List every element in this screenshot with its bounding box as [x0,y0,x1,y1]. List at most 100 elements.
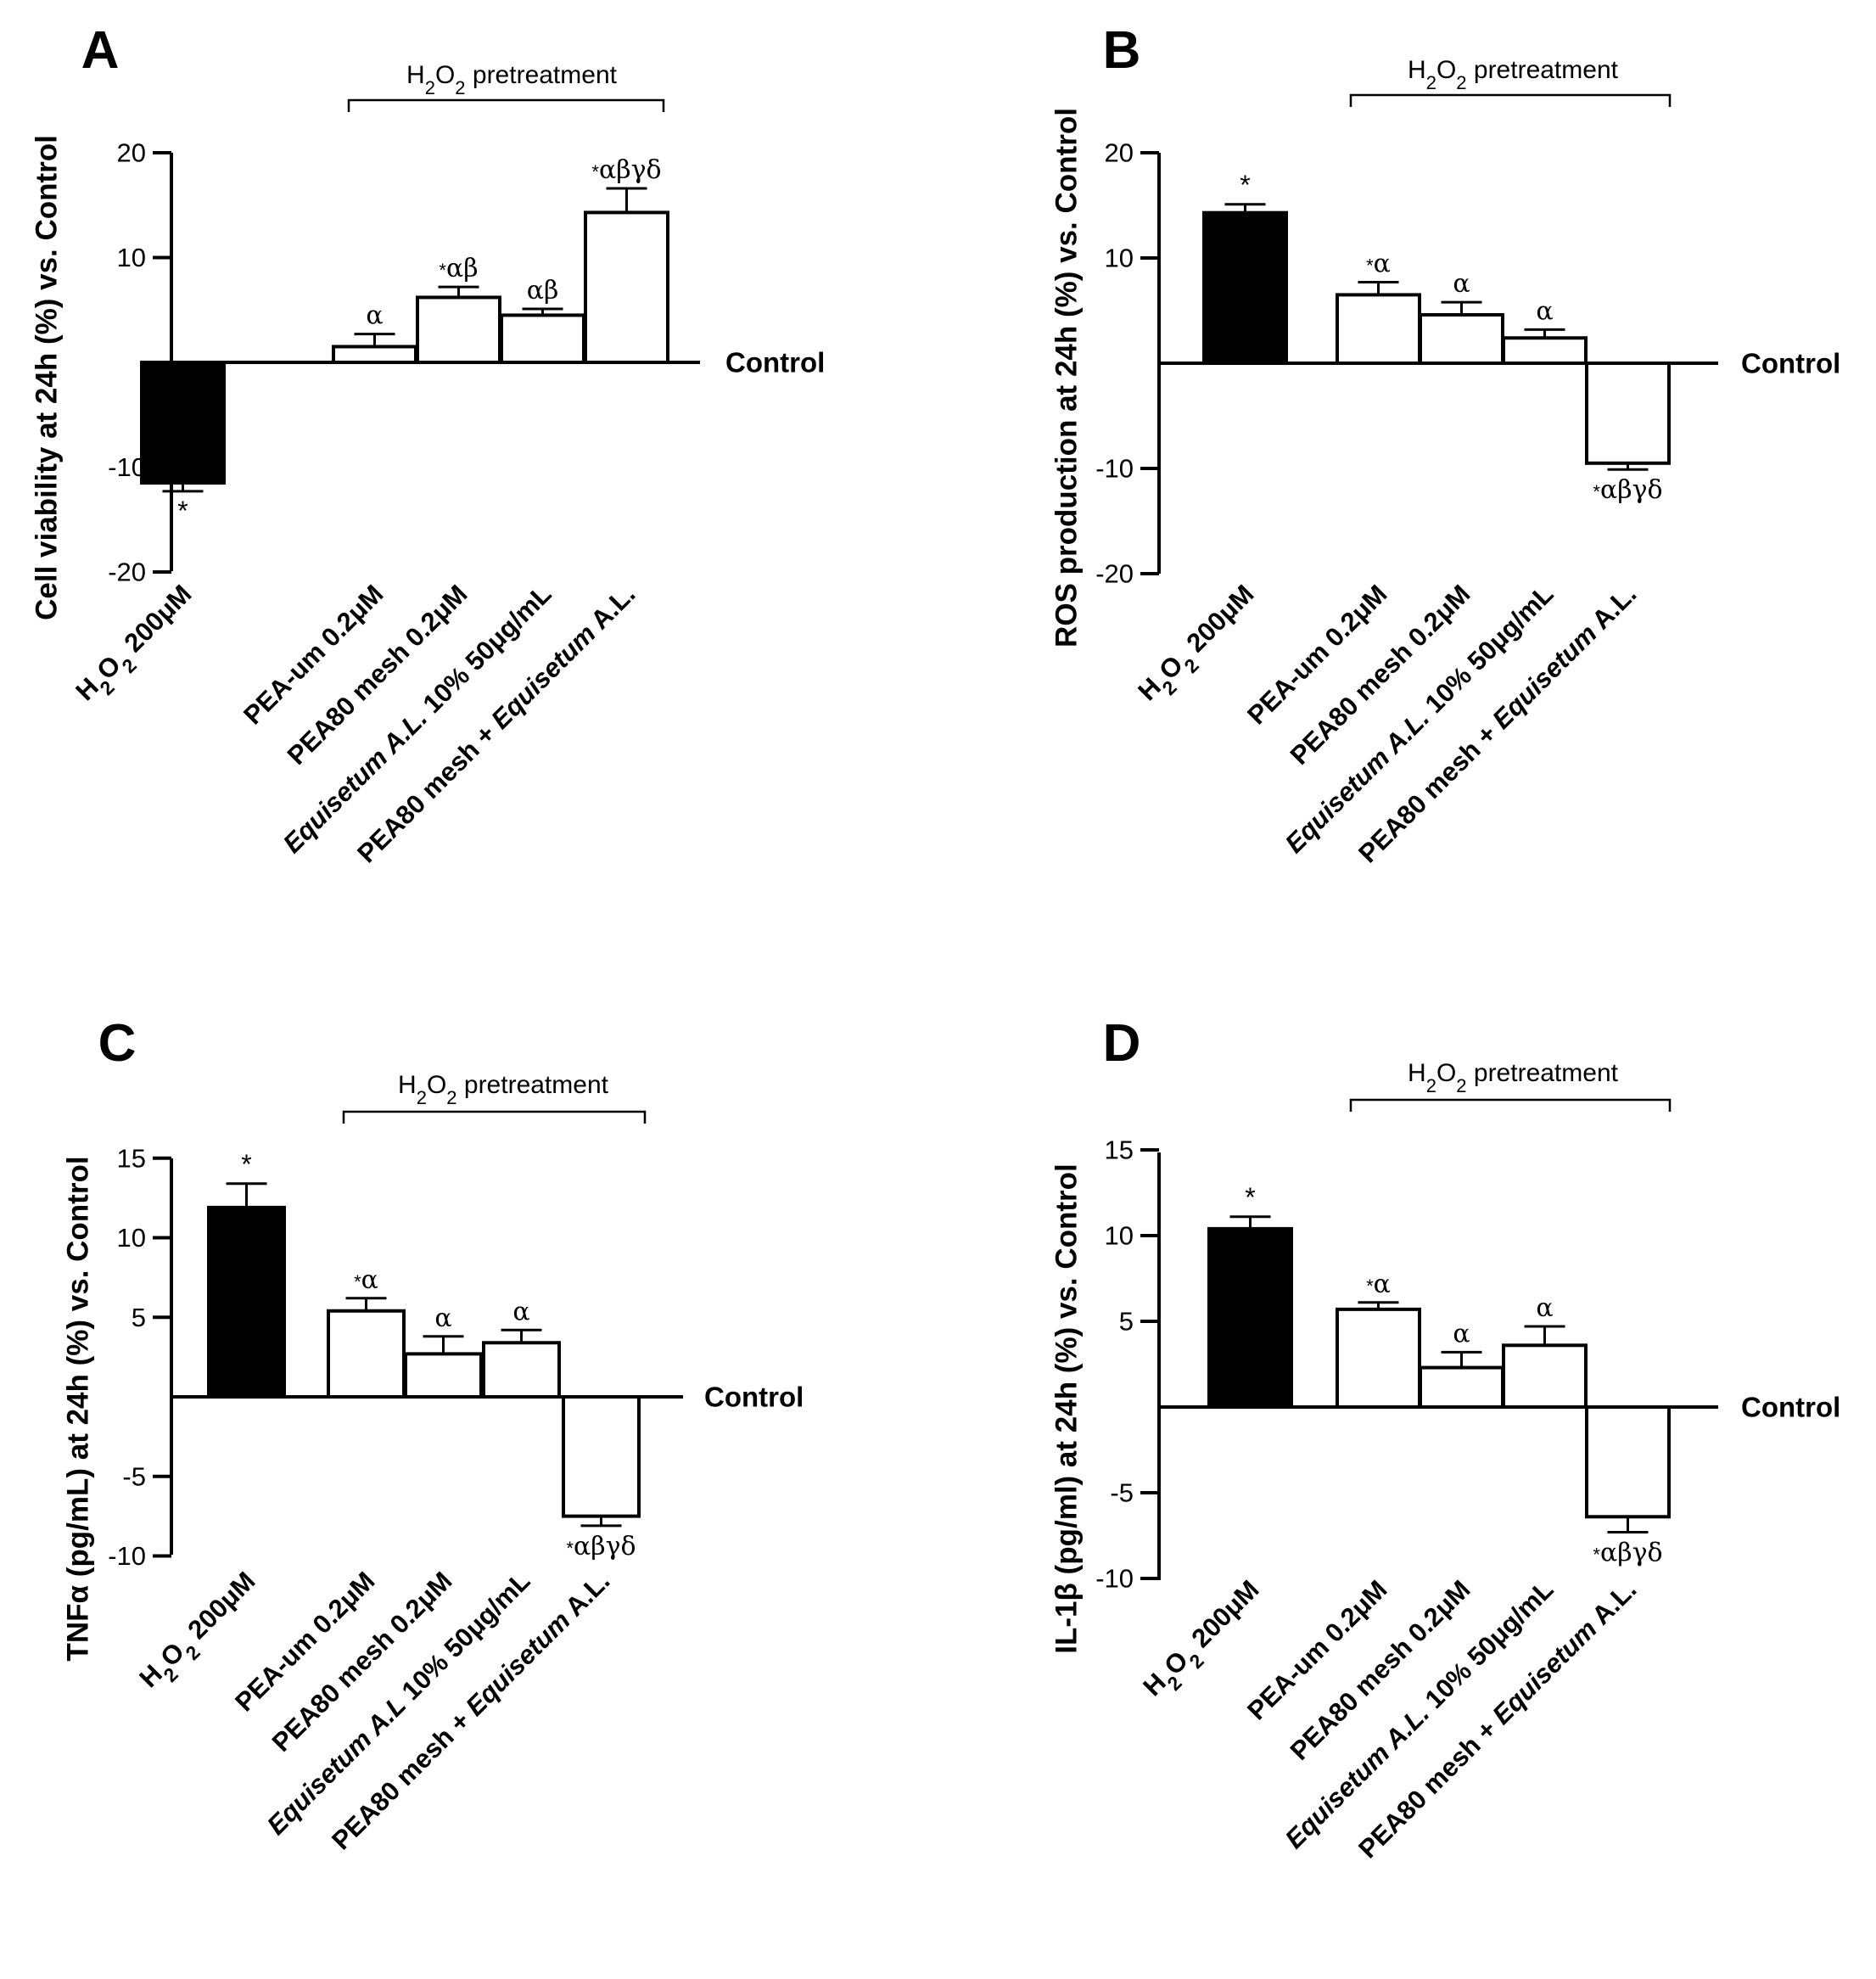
significance-star: * [1593,1544,1600,1565]
significance-star: * [241,1149,251,1180]
y-tick-label: -10 [1095,1564,1134,1594]
category-label-part: Equisetum A.L. [1280,1698,1435,1853]
y-tick-label: 10 [1105,244,1134,273]
bar [500,313,585,364]
panel-letter: A [81,21,120,80]
significance-label: α [1536,296,1553,326]
pretreatment-label-sub: 2 [1426,72,1436,93]
pretreatment-label-part: H [1408,56,1426,84]
y-tick-label: 5 [132,1303,146,1332]
significance-label: * [241,1149,251,1180]
pretreatment-bracket [1349,1098,1672,1112]
pretreatment-label-part: H [398,1071,417,1099]
y-tick-label: 20 [1105,138,1134,168]
pretreatment-label: H2O2 pretreatment [406,61,618,98]
significance-star: * [566,1538,574,1559]
significance-star: * [354,1271,361,1292]
pretreatment-label-part: H [406,61,425,89]
category-label-part: H [133,1659,168,1694]
pretreatment-label-sub: 2 [425,77,435,98]
pretreatment-label: H2O2 pretreatment [398,1071,609,1108]
bar [1207,1226,1293,1410]
pretreatment-label-sub: 2 [417,1087,427,1108]
category-label: H2O2 200μM [1132,579,1266,713]
bar [140,361,226,485]
category-label: H2O2 200μM [70,579,204,713]
pretreatment-label-sub: 2 [1426,1075,1436,1096]
significance-greek: α [1536,296,1553,326]
significance-greek: α [1374,249,1391,279]
bar [327,1309,406,1399]
y-tick-label: 10 [117,1223,146,1253]
category-label-part: PEA80 mesh + [1352,1709,1508,1864]
control-label: Control [1741,348,1840,379]
category-label: H2O2 200μM [1137,1574,1271,1708]
bar [584,210,669,364]
bar [1336,293,1421,365]
y-tick-label: 15 [1105,1135,1134,1165]
significance-label: * [1245,1182,1255,1213]
y-tick-label: -10 [108,452,146,482]
category-label-part: Equisetum A.L. [1280,703,1435,858]
significance-star: * [1240,170,1250,200]
bar [482,1341,561,1399]
y-tick-label: -5 [122,1461,146,1491]
significance-greek: α [366,301,383,331]
control-label: Control [1741,1392,1840,1423]
significance-greek: αβγδ [1600,1538,1663,1567]
pretreatment-label-part: pretreatment [1467,1059,1619,1087]
significance-label: α [512,1297,529,1326]
significance-greek: αβ [527,276,559,306]
y-tick-label: -20 [1095,559,1134,589]
panel-letter: D [1103,1014,1141,1073]
category-label-part: O [154,1637,190,1673]
significance-label: α [1453,269,1470,299]
significance-greek: αβγδ [599,155,662,185]
bar [562,1395,641,1518]
significance-label: αβ [527,276,559,306]
bar [1419,1365,1504,1410]
significance-label: *α [1366,249,1391,279]
y-axis-label: Cell viability at 24h (%) vs. Control [31,135,64,620]
significance-greek: α [1453,269,1470,299]
y-tick-label: 15 [117,1143,146,1173]
pretreatment-label-part: pretreatment [466,61,618,89]
category-label-part: PEA80 mesh + [351,714,507,869]
bar [1336,1307,1421,1409]
y-tick-label: -20 [108,558,146,587]
chart-panel-d: D IL-1β (pg/ml) at 24h (%) vs. Control H2O… [1050,1014,1841,1864]
category-label-part: PEA80 mesh + [1352,714,1508,869]
significance-label: *αβγδ [1593,475,1662,505]
pretreatment-label-part: O [435,61,455,89]
significance-label: * [1240,170,1250,200]
significance-star: * [439,260,446,281]
pretreatment-label: H2O2 pretreatment [1408,56,1619,93]
category-label-part: H [70,672,104,707]
pretreatment-label-sub: 2 [455,77,465,98]
significance-star: * [1593,481,1600,502]
significance-greek: αβ [446,254,479,283]
y-axis-label: TNFα (pg/mL) at 24h (%) vs. Control [62,1156,95,1661]
y-axis-label: IL-1β (pg/ml) at 24h (%) vs. Control [1050,1163,1084,1654]
category-label-part: 200μM [113,579,197,663]
bar [1502,336,1588,365]
significance-label: α [1453,1319,1470,1348]
significance-greek: α [1453,1319,1470,1348]
significance-greek: αβγδ [1600,475,1663,505]
pretreatment-label-sub: 2 [1456,1075,1466,1096]
significance-greek: α [361,1265,378,1295]
category-label-part: 200μM [1175,579,1259,663]
significance-star: * [1366,1275,1374,1297]
bar [404,1352,483,1399]
control-label: Control [725,347,825,378]
y-tick-label: -5 [1110,1478,1134,1508]
y-tick-label: 10 [1105,1221,1134,1251]
category-label-part: PEA80 mesh + [326,1701,481,1856]
category-label-part: 200μM [176,1566,260,1650]
significance-star: * [1245,1182,1255,1213]
y-tick-label: 10 [117,243,146,272]
pretreatment-label: H2O2 pretreatment [1408,1059,1619,1096]
